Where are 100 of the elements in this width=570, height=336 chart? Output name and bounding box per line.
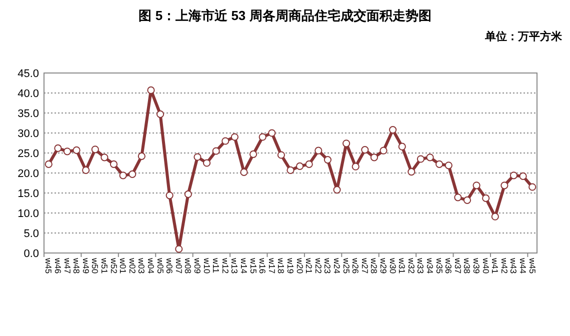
point xyxy=(212,147,220,155)
point xyxy=(184,190,192,198)
y-tick-label: 20.0 xyxy=(18,168,39,180)
point xyxy=(72,146,80,154)
x-tick-label: w33 xyxy=(416,257,426,274)
x-tick-label: w45 xyxy=(44,257,54,274)
x-tick-label: w12 xyxy=(220,257,230,274)
point xyxy=(314,146,322,154)
x-tick-label: w20 xyxy=(294,257,305,274)
x-tick-label: w35 xyxy=(434,257,444,274)
x-tick-label: w36 xyxy=(444,257,454,274)
point xyxy=(100,154,108,162)
point xyxy=(491,212,499,220)
point xyxy=(175,245,183,253)
x-tick-label: w02 xyxy=(127,257,138,274)
point xyxy=(500,182,508,190)
point xyxy=(258,133,266,141)
point xyxy=(380,146,388,154)
point xyxy=(240,168,248,176)
point xyxy=(119,172,127,180)
x-tick-label: w10 xyxy=(202,257,212,274)
point xyxy=(426,154,434,162)
x-tick-label: w01 xyxy=(118,257,128,274)
x-tick-label: w39 xyxy=(472,257,482,274)
x-tick-label: w26 xyxy=(350,257,361,274)
point xyxy=(342,140,350,148)
y-tick-label: 35.0 xyxy=(18,108,39,120)
point xyxy=(91,146,99,154)
y-tick-label: 30.0 xyxy=(18,128,39,140)
x-tick-label: w47 xyxy=(62,257,72,274)
x-tick-label: w27 xyxy=(360,257,370,274)
point xyxy=(408,168,416,176)
y-tick-label: 25.0 xyxy=(18,148,39,160)
point xyxy=(416,155,425,163)
x-tick-label: w30 xyxy=(388,257,398,274)
x-tick-label: w25 xyxy=(341,257,352,274)
x-tick-label: w44 xyxy=(518,257,528,274)
x-tick-label: w28 xyxy=(369,257,380,274)
y-tick-label: 10.0 xyxy=(18,208,39,220)
text: 单位：万平方米 xyxy=(484,30,563,43)
point xyxy=(305,160,313,168)
point xyxy=(202,159,211,167)
x-tick-label: w46 xyxy=(52,257,63,274)
x-tick-label: w05 xyxy=(155,257,166,274)
x-tick-label: w18 xyxy=(276,257,286,274)
point xyxy=(268,129,276,137)
x-tick-label: w19 xyxy=(286,257,296,274)
point xyxy=(128,170,136,178)
point xyxy=(44,160,52,168)
x-tick-label: w48 xyxy=(72,257,82,274)
point xyxy=(54,144,62,152)
y-tick-label: 0.0 xyxy=(24,248,39,260)
x-tick-label: w32 xyxy=(406,257,416,274)
x-tick-label: w08 xyxy=(183,257,194,274)
point xyxy=(166,192,174,200)
x-tick-label: w15 xyxy=(248,257,258,274)
point xyxy=(482,194,490,202)
x-tick-label: w40 xyxy=(480,257,491,274)
x-tick-label: w43 xyxy=(508,257,519,274)
x-tick-label: w06 xyxy=(164,257,175,274)
point xyxy=(510,172,518,180)
point xyxy=(63,148,72,156)
x-tick-label: w16 xyxy=(258,257,268,274)
y-tick-label: 15.0 xyxy=(18,188,39,200)
x-tick-label: w31 xyxy=(397,257,408,274)
point xyxy=(389,126,397,134)
x-tick-label: w50 xyxy=(90,257,100,274)
point xyxy=(519,172,527,180)
x-tick-label: w49 xyxy=(80,257,91,274)
x-tick-label: w23 xyxy=(322,257,333,274)
x-tick-label: w11 xyxy=(211,257,222,274)
point xyxy=(286,166,294,174)
x-tick-label: w42 xyxy=(499,257,510,274)
point xyxy=(230,133,238,141)
x-tick-label: w13 xyxy=(230,257,240,274)
point xyxy=(361,146,369,154)
chart-title: 图 5：上海市近 53 周各周商品住宅成交面积走势图 xyxy=(138,8,432,23)
point xyxy=(463,196,472,204)
y-tick-label: 45.0 xyxy=(18,68,39,80)
point xyxy=(436,160,444,168)
x-tick-label: w07 xyxy=(174,257,184,274)
x-tick-label: w04 xyxy=(146,257,156,274)
x-tick-label: w38 xyxy=(462,257,472,274)
x-tick-label: w45 xyxy=(527,257,538,274)
point xyxy=(194,153,202,161)
point xyxy=(324,156,332,164)
point xyxy=(82,166,90,174)
point xyxy=(454,194,462,202)
x-tick-label: w09 xyxy=(192,257,202,274)
y-tick-label: 5.0 xyxy=(24,228,39,240)
x-tick-label: w37 xyxy=(452,257,463,274)
point xyxy=(528,183,536,191)
point xyxy=(222,137,230,145)
point xyxy=(370,154,378,162)
x-tick-label: w03 xyxy=(136,257,147,274)
x-tick-label: w52 xyxy=(108,257,119,274)
point xyxy=(472,182,480,190)
point xyxy=(296,162,304,170)
x-tick-label: w51 xyxy=(99,257,110,274)
point xyxy=(249,150,258,158)
